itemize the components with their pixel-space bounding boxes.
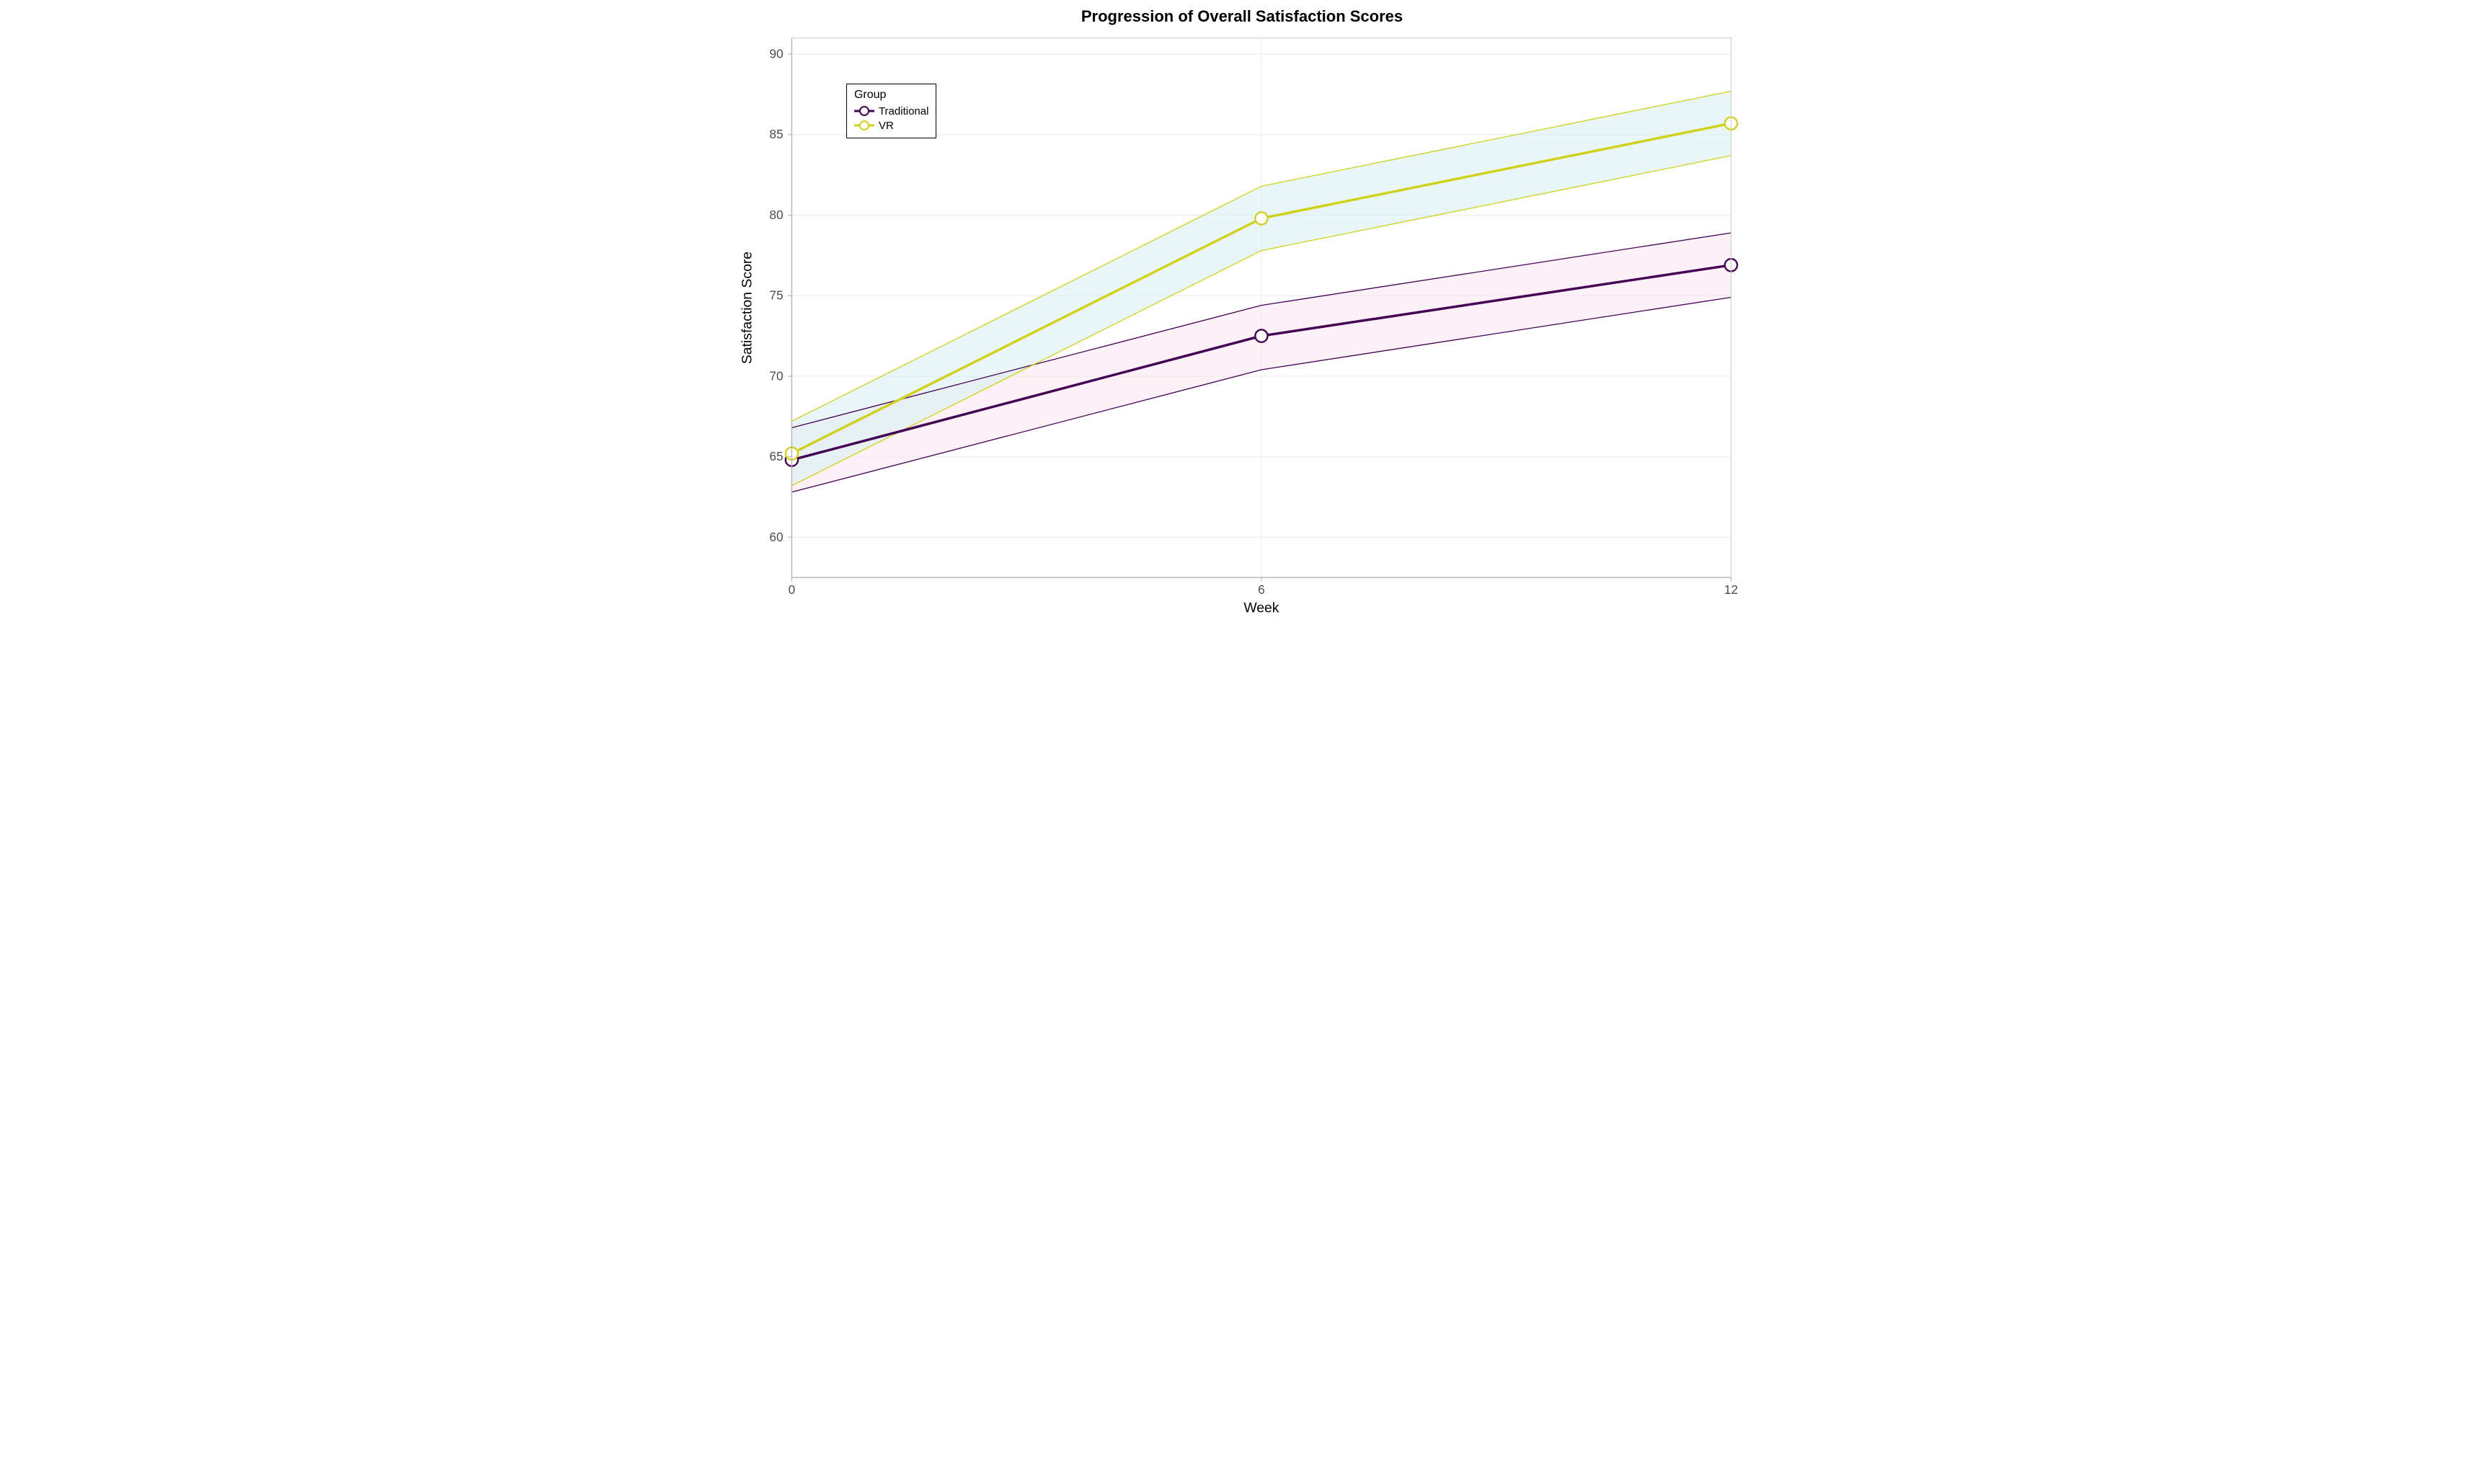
legend-item-vr: VR [854,119,928,132]
y-axis-label: Satisfaction Score [739,252,755,364]
plot-area: 0 6 12 60 65 70 75 80 85 90 Week Satisfaction Score… [737,30,1747,620]
ytick-label: 85 [769,127,783,141]
ytick-label: 70 [769,368,783,383]
legend-swatch [854,105,874,117]
ytick-label: 90 [769,46,783,61]
ytick-label: 75 [769,288,783,303]
chart-title: Progression of Overall Satisfaction Scor… [737,7,1747,26]
chart-container: Progression of Overall Satisfaction Scor… [737,7,1747,620]
marker-traditional [1255,329,1267,342]
ytick-label: 65 [769,449,783,463]
marker-vr [1255,212,1267,224]
ytick-label: 80 [769,208,783,222]
x-axis-label: Week [1243,600,1279,616]
legend-swatch [854,119,874,132]
ytick-label: 60 [769,530,783,544]
xtick-label: 12 [1724,582,1738,597]
legend-item-traditional: Traditional [854,105,928,117]
xtick-label: 6 [1258,582,1265,597]
legend-label: Traditional [879,105,928,117]
xtick-label: 0 [789,582,796,597]
legend-label: VR [879,120,894,132]
legend: Group Traditional VR [846,84,936,138]
legend-title: Group [854,89,928,102]
